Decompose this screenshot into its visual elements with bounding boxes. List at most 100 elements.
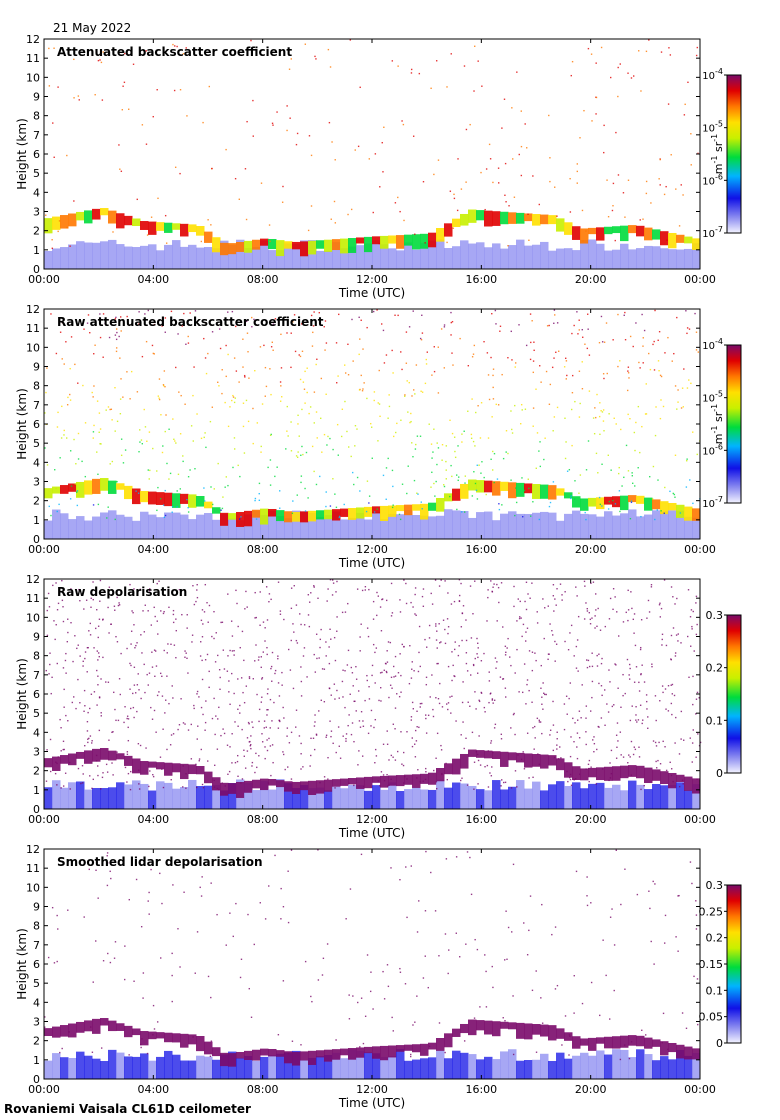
colorbar-unit-label: m-1 sr-1	[710, 404, 725, 444]
y-tick-label: 0	[33, 1073, 40, 1086]
y-tick-label: 4	[33, 456, 40, 469]
heatmap-texture	[44, 849, 701, 1079]
y-tick-label: 12	[26, 303, 40, 316]
y-axis-label: Height (km)	[15, 928, 29, 999]
panel-title: Smoothed lidar depolarisation	[57, 855, 263, 869]
y-tick-label: 12	[26, 573, 40, 586]
y-tick-label: 3	[33, 476, 40, 489]
colorbar-tick-label: 0.25	[699, 905, 724, 918]
x-tick-label: 12:00	[356, 273, 388, 286]
x-tick-label: 04:00	[137, 813, 169, 826]
colorbar-tick-label: 10-5	[702, 120, 723, 135]
y-tick-label: 5	[33, 437, 40, 450]
y-tick-label: 6	[33, 148, 40, 161]
y-tick-label: 5	[33, 977, 40, 990]
y-tick-label: 10	[26, 881, 40, 894]
y-tick-label: 1	[33, 784, 40, 797]
x-tick-label: 00:00	[684, 543, 716, 556]
y-tick-label: 5	[33, 707, 40, 720]
x-tick-label: 20:00	[575, 1083, 607, 1096]
x-tick-label: 00:00	[684, 813, 716, 826]
panel-title: Raw attenuated backscatter coefficient	[57, 315, 324, 329]
x-tick-label: 08:00	[247, 1083, 279, 1096]
x-tick-label: 12:00	[356, 813, 388, 826]
heatmap-texture	[44, 579, 702, 809]
y-tick-label: 8	[33, 380, 40, 393]
y-tick-label: 10	[26, 71, 40, 84]
y-tick-label: 11	[26, 52, 40, 65]
x-tick-label: 08:00	[247, 543, 279, 556]
y-tick-label: 6	[33, 688, 40, 701]
y-tick-label: 9	[33, 631, 40, 644]
y-tick-label: 7	[33, 129, 40, 142]
colorbar-tick-label: 0.2	[706, 662, 724, 675]
colorbar-gradient	[726, 344, 742, 504]
y-tick-label: 8	[33, 110, 40, 123]
y-tick-label: 9	[33, 901, 40, 914]
y-tick-label: 1	[33, 1054, 40, 1067]
x-tick-label: 20:00	[575, 273, 607, 286]
x-tick-label: 12:00	[356, 543, 388, 556]
colorbar-tick-label: 0.1	[706, 984, 724, 997]
y-tick-label: 8	[33, 920, 40, 933]
x-axis-label: Time (UTC)	[338, 826, 405, 840]
colorbar: 0 0.05 0.1 0.15 0.2 0.25 0.3	[699, 879, 742, 1050]
y-tick-label: 0	[33, 803, 40, 816]
colorbar: 10-7 10-6 10-5 10-4 m-1 sr-1	[702, 67, 742, 240]
y-tick-label: 2	[33, 495, 40, 508]
colorbar-unit-label: m-1 sr-1	[710, 134, 725, 174]
colorbar-gradient	[726, 884, 742, 1044]
colorbar-tick-label: 0.3	[706, 609, 724, 622]
colorbar-gradient	[726, 74, 742, 234]
y-tick-label: 10	[26, 611, 40, 624]
colorbar: 0 0.1 0.2 0.3	[706, 609, 742, 780]
x-tick-label: 00:00	[28, 543, 60, 556]
x-tick-label: 00:00	[28, 273, 60, 286]
y-axis-label: Height (km)	[15, 388, 29, 459]
y-tick-label: 11	[26, 862, 40, 875]
y-tick-label: 4	[33, 726, 40, 739]
y-axis-label: Height (km)	[15, 118, 29, 189]
colorbar-tick-label: 0.1	[706, 714, 724, 727]
x-tick-label: 12:00	[356, 1083, 388, 1096]
x-tick-label: 08:00	[247, 273, 279, 286]
y-tick-label: 3	[33, 1016, 40, 1029]
x-axis-label: Time (UTC)	[338, 286, 405, 300]
y-tick-label: 2	[33, 225, 40, 238]
y-tick-label: 7	[33, 399, 40, 412]
x-tick-label: 04:00	[137, 273, 169, 286]
y-tick-label: 10	[26, 341, 40, 354]
panel-title: Attenuated backscatter coefficient	[57, 45, 292, 59]
x-tick-label: 20:00	[575, 543, 607, 556]
heatmap-texture	[44, 309, 701, 539]
y-tick-label: 1	[33, 514, 40, 527]
y-tick-label: 11	[26, 592, 40, 605]
y-tick-label: 4	[33, 996, 40, 1009]
y-tick-label: 0	[33, 533, 40, 546]
x-tick-label: 00:00	[684, 273, 716, 286]
x-tick-label: 00:00	[28, 813, 60, 826]
y-tick-label: 8	[33, 650, 40, 663]
y-tick-label: 2	[33, 765, 40, 778]
x-tick-label: 04:00	[137, 543, 169, 556]
x-tick-label: 16:00	[465, 1083, 497, 1096]
y-tick-label: 7	[33, 939, 40, 952]
y-tick-label: 9	[33, 91, 40, 104]
y-tick-label: 12	[26, 843, 40, 856]
colorbar-tick-label: 0	[716, 1037, 723, 1050]
colorbar-tick-label: 10-6	[702, 172, 723, 187]
colorbar-tick-label: 0.05	[699, 1011, 724, 1024]
y-tick-label: 4	[33, 186, 40, 199]
y-tick-label: 5	[33, 167, 40, 180]
x-tick-label: 00:00	[684, 1083, 716, 1096]
y-tick-label: 3	[33, 206, 40, 219]
x-tick-label: 16:00	[465, 813, 497, 826]
y-tick-label: 7	[33, 669, 40, 682]
y-tick-label: 11	[26, 322, 40, 335]
heatmap-texture	[44, 39, 701, 269]
